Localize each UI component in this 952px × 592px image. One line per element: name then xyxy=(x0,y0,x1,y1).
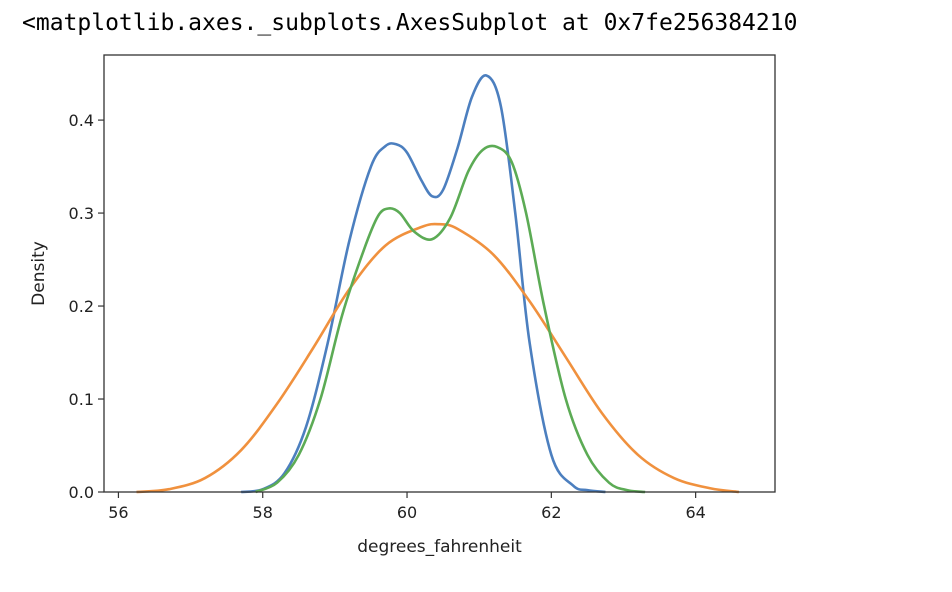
y-tick-label: 0.4 xyxy=(69,111,94,130)
y-tick-label: 0.2 xyxy=(69,297,94,316)
y-tick-label: 0.0 xyxy=(69,483,94,502)
x-tick-label: 56 xyxy=(108,503,128,522)
x-tick-label: 62 xyxy=(541,503,561,522)
y-axis-ticks: 0.0 0.1 0.2 0.3 0.4 xyxy=(69,111,104,502)
x-axis-label: degrees_fahrenheit xyxy=(357,537,522,557)
series-layer xyxy=(136,74,740,494)
x-tick-label: 58 xyxy=(253,503,273,522)
y-axis-label: Density xyxy=(29,241,49,306)
axes-frame xyxy=(103,54,776,493)
y-tick-label: 0.1 xyxy=(69,390,94,409)
density-curve-2 xyxy=(136,222,740,494)
output-repr-text: <matplotlib.axes._subplots.AxesSubplot a… xyxy=(22,10,798,36)
y-tick-label: 0.3 xyxy=(69,204,94,223)
x-tick-label: 60 xyxy=(397,503,417,522)
x-tick-label: 64 xyxy=(685,503,705,522)
x-axis-ticks: 56 58 60 62 64 xyxy=(108,492,706,522)
density-curve-1 xyxy=(240,74,606,494)
density-curve-3 xyxy=(255,144,646,494)
